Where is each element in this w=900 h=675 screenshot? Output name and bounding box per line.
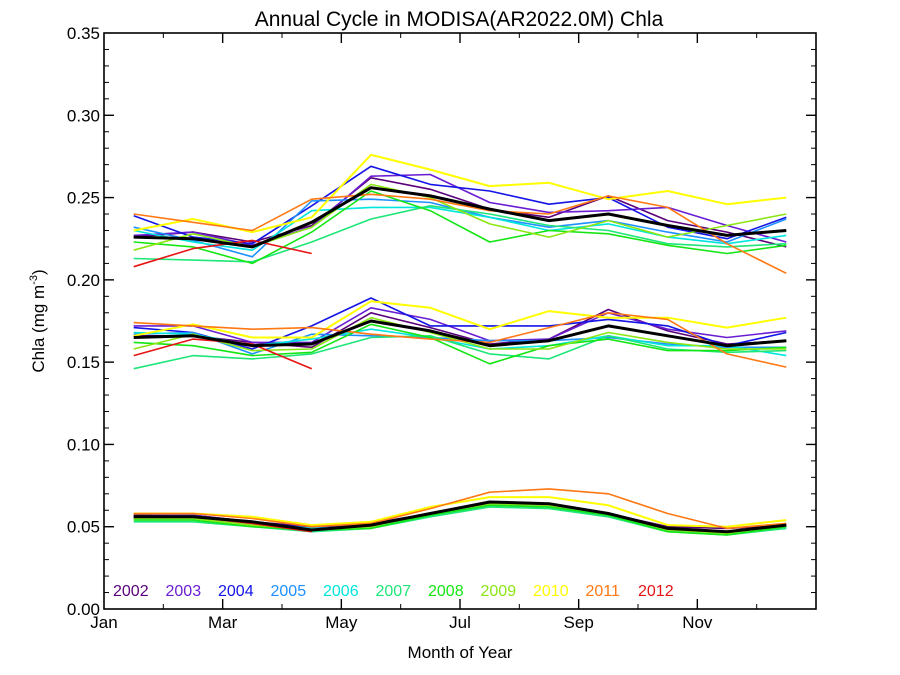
series-line-2010-lower [133,496,787,528]
series-line-2008-upper [133,190,787,265]
series-line-2008-middle [133,323,787,365]
series-line-2004-upper [133,165,787,245]
series-line-2008-lower [133,504,787,536]
y-axis-label-superscript: -3 [28,275,40,285]
legend-entry-2003: 2003 [166,583,202,600]
series-line-2011-lower [133,488,787,530]
y-tick-label: 0.10 [67,435,100,454]
legend: 2002 2003 2004 2005 2006 2007 2008 2009 2010 2011… [113,583,674,600]
x-tick-label: Jan [90,613,117,632]
series-line-2010-middle [133,300,787,339]
x-axis-label: Month of Year [408,643,513,662]
y-tick-label: 0.15 [67,353,100,372]
x-tick-label: Nov [682,613,713,632]
y-tick-label: 0.05 [67,518,100,537]
series-line-2002-upper [133,177,787,248]
series-line-2011-upper [133,193,787,275]
series-line-2002-middle [133,308,787,349]
data-lines [133,153,787,536]
y-axis-label-close: ) [29,269,48,275]
series-line-2006-upper [133,206,787,251]
y-axis-label: Chla (mg m-3) [28,269,48,372]
legend-entry-2007: 2007 [376,583,412,600]
legend-entry-2006: 2006 [323,583,359,600]
series-line-2007-middle [133,335,787,370]
legend-entry-2011: 2011 [586,583,621,600]
y-tick-label: 0.30 [67,106,100,125]
y-tick-label: 0.00 [67,600,100,619]
legend-entry-2009: 2009 [481,583,517,600]
series-line-2012-upper [133,239,312,268]
series-line-2004-middle [133,297,787,350]
legend-entry-2008: 2008 [428,583,464,600]
y-tick-label: 0.25 [67,189,100,208]
y-axis: 0.00 0.05 0.10 0.15 0.20 0.25 0.30 0.35 [67,24,816,619]
y-tick-label: 0.35 [67,24,100,43]
series-line-mean-upper [133,186,787,249]
series-line-2011-middle [133,312,787,368]
legend-entry-2002: 2002 [113,583,149,600]
x-axis: Jan Mar May Jul Sep Nov [90,33,758,632]
chart-title: Annual Cycle in MODISA(AR2022.0M) Chla [255,8,664,31]
series-line-2003-middle [133,307,787,344]
x-tick-label: May [325,613,358,632]
legend-entry-2005: 2005 [271,583,307,600]
series-line-mean-lower [133,500,787,534]
y-tick-label: 0.20 [67,271,100,290]
legend-entry-2012: 2012 [638,583,674,600]
x-tick-label: Sep [564,613,594,632]
legend-entry-2010: 2010 [533,583,569,600]
series-line-mean-middle [133,319,787,348]
legend-entry-2004: 2004 [218,583,254,600]
y-axis-label-main: Chla (mg m [29,285,48,373]
x-tick-label: Jul [449,613,471,632]
x-tick-label: Mar [208,613,238,632]
